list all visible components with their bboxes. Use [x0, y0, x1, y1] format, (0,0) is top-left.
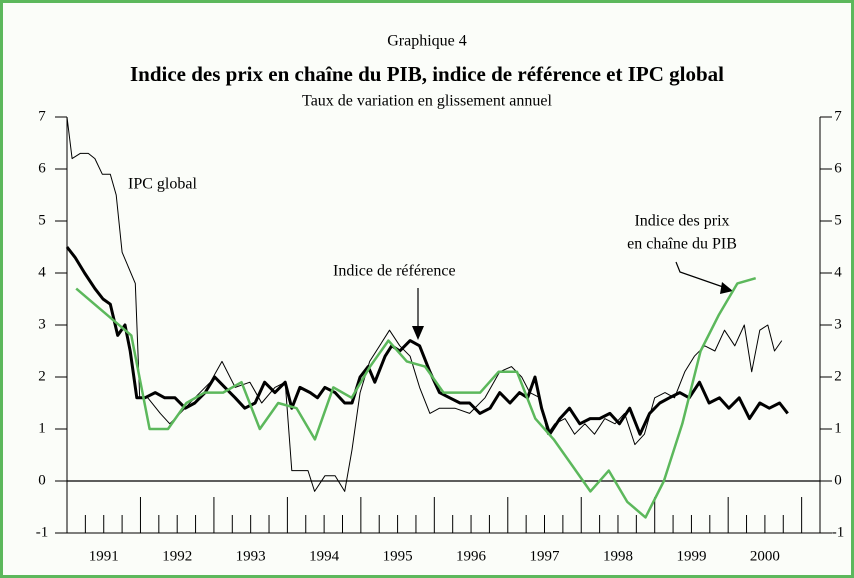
y-tick-label: 3	[38, 316, 46, 332]
chart-title: Indice des prix en chaîne du PIB, indice…	[130, 62, 724, 86]
x-tick-label: 2000	[750, 548, 780, 564]
y2-tick-label: 1	[834, 420, 842, 436]
series-line	[75, 276, 757, 519]
annotation: Indice de référence	[333, 263, 456, 280]
y2-tick-label: 4	[834, 264, 842, 280]
y2-tick-label: -1	[832, 524, 845, 540]
chart-label: Graphique 4	[387, 33, 467, 50]
y2-tick-label: 5	[834, 212, 842, 228]
y-tick-label: 0	[38, 472, 46, 488]
x-tick-label: 1992	[162, 548, 192, 564]
y2-tick-label: 0	[834, 472, 842, 488]
y-tick-label: 1	[38, 420, 46, 436]
x-tick-label: 1997	[530, 548, 561, 564]
x-tick-label: 1996	[456, 548, 487, 564]
series-line	[65, 246, 789, 436]
y-tick-label: -1	[36, 524, 49, 540]
y-tick-label: 2	[38, 368, 46, 384]
annotation: IPC global	[128, 176, 197, 193]
y2-tick-label: 7	[834, 108, 842, 124]
y-tick-label: 4	[38, 264, 46, 280]
series-line	[66, 116, 783, 492]
y-tick-label: 6	[38, 160, 46, 176]
y2-tick-label: 6	[834, 160, 842, 176]
y-tick-label: 5	[38, 212, 46, 228]
plot-area: -1 -1 0 0 1 1 2 2 3 3 4 4 5 5 6 6 7 7 1991 1992 1993 1994 1995…	[36, 108, 845, 564]
y2-tick-label: 3	[834, 316, 842, 332]
y-tick-label: 7	[38, 108, 46, 124]
x-tick-label: 1998	[603, 548, 633, 564]
x-tick-label: 1995	[383, 548, 413, 564]
arrow-head	[412, 326, 424, 340]
chart-subtitle: Taux de variation en glissement annuel	[302, 93, 552, 110]
x-tick-label: 1991	[89, 548, 119, 564]
annotation: en chaîne du PIB	[627, 236, 737, 253]
x-tick-label: 1994	[309, 548, 340, 564]
arrow-head	[720, 282, 733, 294]
annotation: Indice des prix	[634, 213, 729, 230]
annotation-arrow	[675, 261, 727, 289]
y2-tick-label: 2	[834, 368, 842, 384]
x-tick-label: 1999	[676, 548, 706, 564]
x-tick-label: 1993	[236, 548, 266, 564]
